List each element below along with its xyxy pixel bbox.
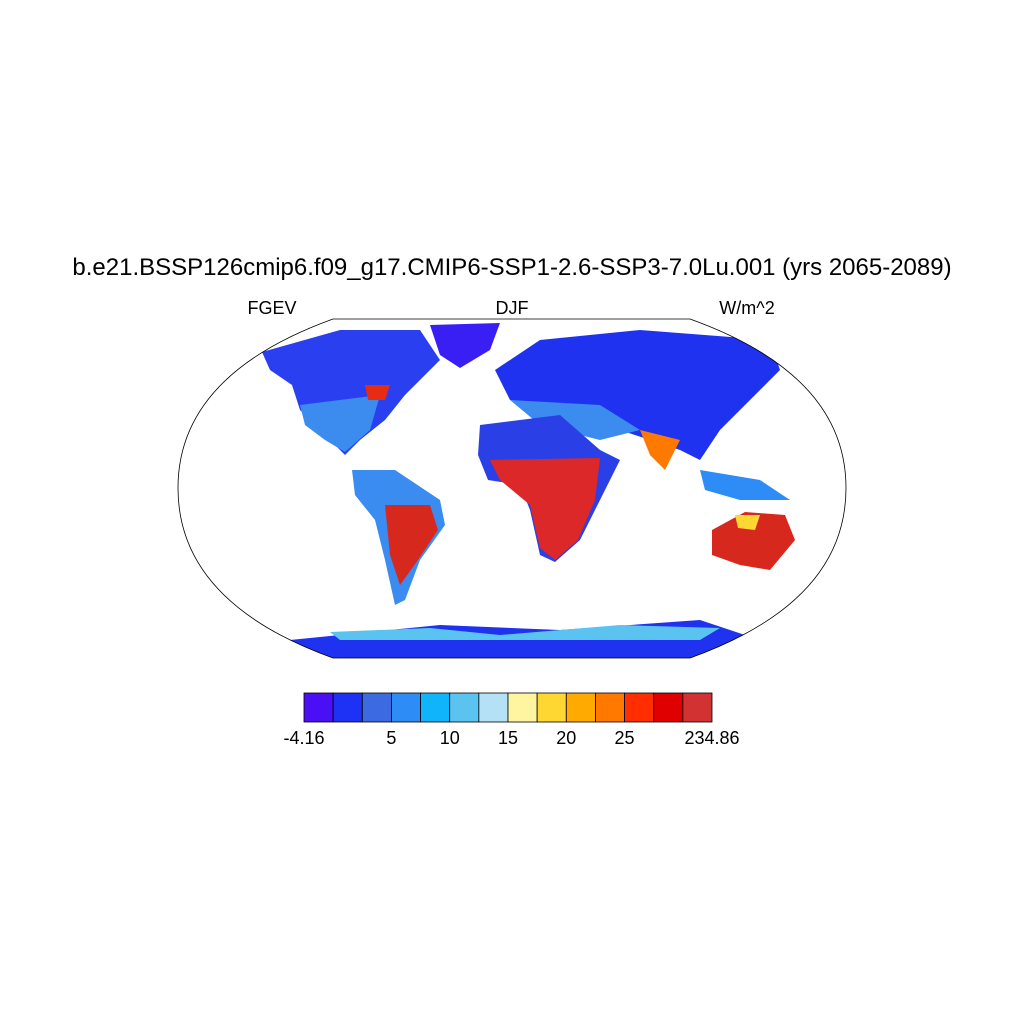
colorbar-box: [303, 692, 334, 723]
colorbar-box: [507, 692, 538, 723]
map: [177, 318, 847, 659]
colorbar-box: [361, 692, 392, 723]
colorbar-label: 234.86: [684, 728, 739, 748]
colorbar-box: [449, 692, 480, 723]
center-label: DJF: [496, 298, 529, 318]
colorbar-box: [595, 692, 625, 723]
colorbar-box: [682, 692, 713, 723]
colorbar-box: [653, 692, 684, 723]
colorbar-label: 10: [440, 728, 460, 748]
colorbar-label: 25: [615, 728, 635, 748]
map-border: [177, 318, 847, 659]
left-label: FGEV: [247, 298, 296, 318]
colorbar-box: [565, 692, 596, 723]
colorbar-box: [332, 692, 363, 723]
title: b.e21.BSSP126cmip6.f09_g17.CMIP6-SSP1-2.…: [72, 254, 951, 281]
colorbar-label: -4.16: [283, 728, 324, 748]
colorbar-box: [478, 692, 509, 723]
colorbar-label: 20: [556, 728, 576, 748]
colorbar-box: [624, 692, 655, 723]
colorbar-box: [536, 692, 567, 723]
colorbar-box: [391, 692, 421, 723]
right-label: W/m^2: [719, 298, 774, 318]
colorbar-label: 5: [386, 728, 396, 748]
colorbar: -4.16 5 10 15 20 25 234.86: [283, 692, 740, 748]
colorbar-label: 15: [498, 728, 518, 748]
land: [262, 323, 795, 658]
colorbar-box: [420, 692, 451, 723]
